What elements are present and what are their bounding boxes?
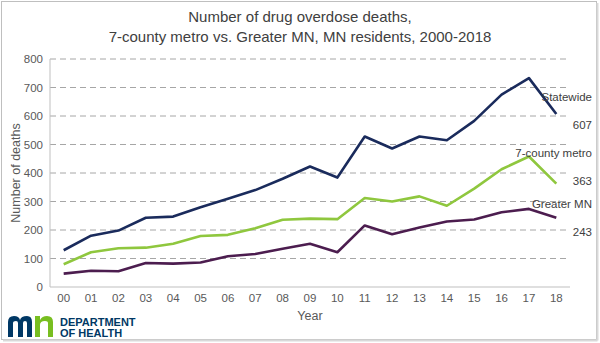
logo-m bbox=[8, 316, 32, 337]
logo bbox=[8, 316, 53, 337]
y-tick-label: 700 bbox=[24, 82, 43, 94]
x-tick-label: 14 bbox=[440, 292, 453, 304]
frame-shadow bbox=[597, 3, 599, 341]
x-tick-label: 03 bbox=[139, 292, 152, 304]
x-tick-label: 12 bbox=[386, 292, 399, 304]
grid bbox=[50, 59, 570, 259]
frame-shadow bbox=[3, 340, 598, 342]
grid-line bbox=[50, 116, 570, 117]
x-tick-label: 02 bbox=[112, 292, 125, 304]
x-axis bbox=[50, 287, 570, 288]
y-axis-label: Number of deaths bbox=[9, 123, 23, 222]
frame bbox=[2, 2, 597, 340]
series-line bbox=[64, 78, 557, 250]
y-tick-label: 500 bbox=[24, 139, 43, 151]
x-tick-label: 08 bbox=[276, 292, 289, 304]
grid-line bbox=[50, 230, 570, 231]
chart: Number of drug overdose deaths, 7-county … bbox=[0, 0, 600, 343]
x-tick-label: 10 bbox=[331, 292, 344, 304]
x-tick-label: 16 bbox=[495, 292, 508, 304]
x-tick-label: 18 bbox=[550, 292, 563, 304]
grid-line bbox=[50, 87, 570, 88]
y-tick-label: 0 bbox=[37, 281, 43, 293]
grid-line bbox=[50, 59, 570, 60]
footer-text: OF HEALTH bbox=[60, 327, 122, 339]
series-group bbox=[64, 78, 557, 274]
x-tick-label: 06 bbox=[221, 292, 234, 304]
chart-title: Number of drug overdose deaths, bbox=[188, 8, 411, 25]
chart-title: 7-county metro vs. Greater MN, MN reside… bbox=[109, 28, 492, 45]
grid-line bbox=[50, 201, 570, 202]
x-tick-label: 05 bbox=[194, 292, 207, 304]
y-tick-label: 800 bbox=[24, 53, 43, 65]
x-tick-label: 09 bbox=[304, 292, 317, 304]
grid-line bbox=[50, 173, 570, 174]
y-axis bbox=[50, 59, 51, 287]
grid-line bbox=[50, 144, 570, 145]
x-tick-label: 01 bbox=[85, 292, 98, 304]
y-tick-label: 200 bbox=[24, 224, 43, 236]
y-tick-label: 600 bbox=[24, 110, 43, 122]
x-tick-label: 07 bbox=[249, 292, 262, 304]
legend-label: Statewide bbox=[541, 91, 592, 103]
series-line bbox=[64, 156, 557, 264]
x-tick-label: 00 bbox=[57, 292, 70, 304]
end-value-label: 243 bbox=[573, 226, 592, 238]
x-tick-label: 11 bbox=[359, 292, 371, 304]
y-tick-label: 400 bbox=[24, 167, 43, 179]
end-value-label: 607 bbox=[573, 119, 592, 131]
y-tick-label: 100 bbox=[24, 253, 43, 265]
legend-label: 7-county metro bbox=[515, 147, 592, 159]
end-value-label: 363 bbox=[573, 175, 592, 187]
grid-line bbox=[50, 258, 570, 259]
chart-container: Number of drug overdose deaths, 7-county … bbox=[0, 0, 600, 343]
logo-n bbox=[35, 316, 53, 337]
x-tick-label: 17 bbox=[523, 292, 536, 304]
x-tick-label: 15 bbox=[468, 292, 481, 304]
x-tick-label: 04 bbox=[167, 292, 180, 304]
legend-label: Greater MN bbox=[532, 198, 592, 210]
x-tick-label: 13 bbox=[413, 292, 426, 304]
y-tick-label: 300 bbox=[24, 196, 43, 208]
x-axis-label: Year bbox=[297, 309, 322, 323]
series-line bbox=[64, 209, 557, 274]
